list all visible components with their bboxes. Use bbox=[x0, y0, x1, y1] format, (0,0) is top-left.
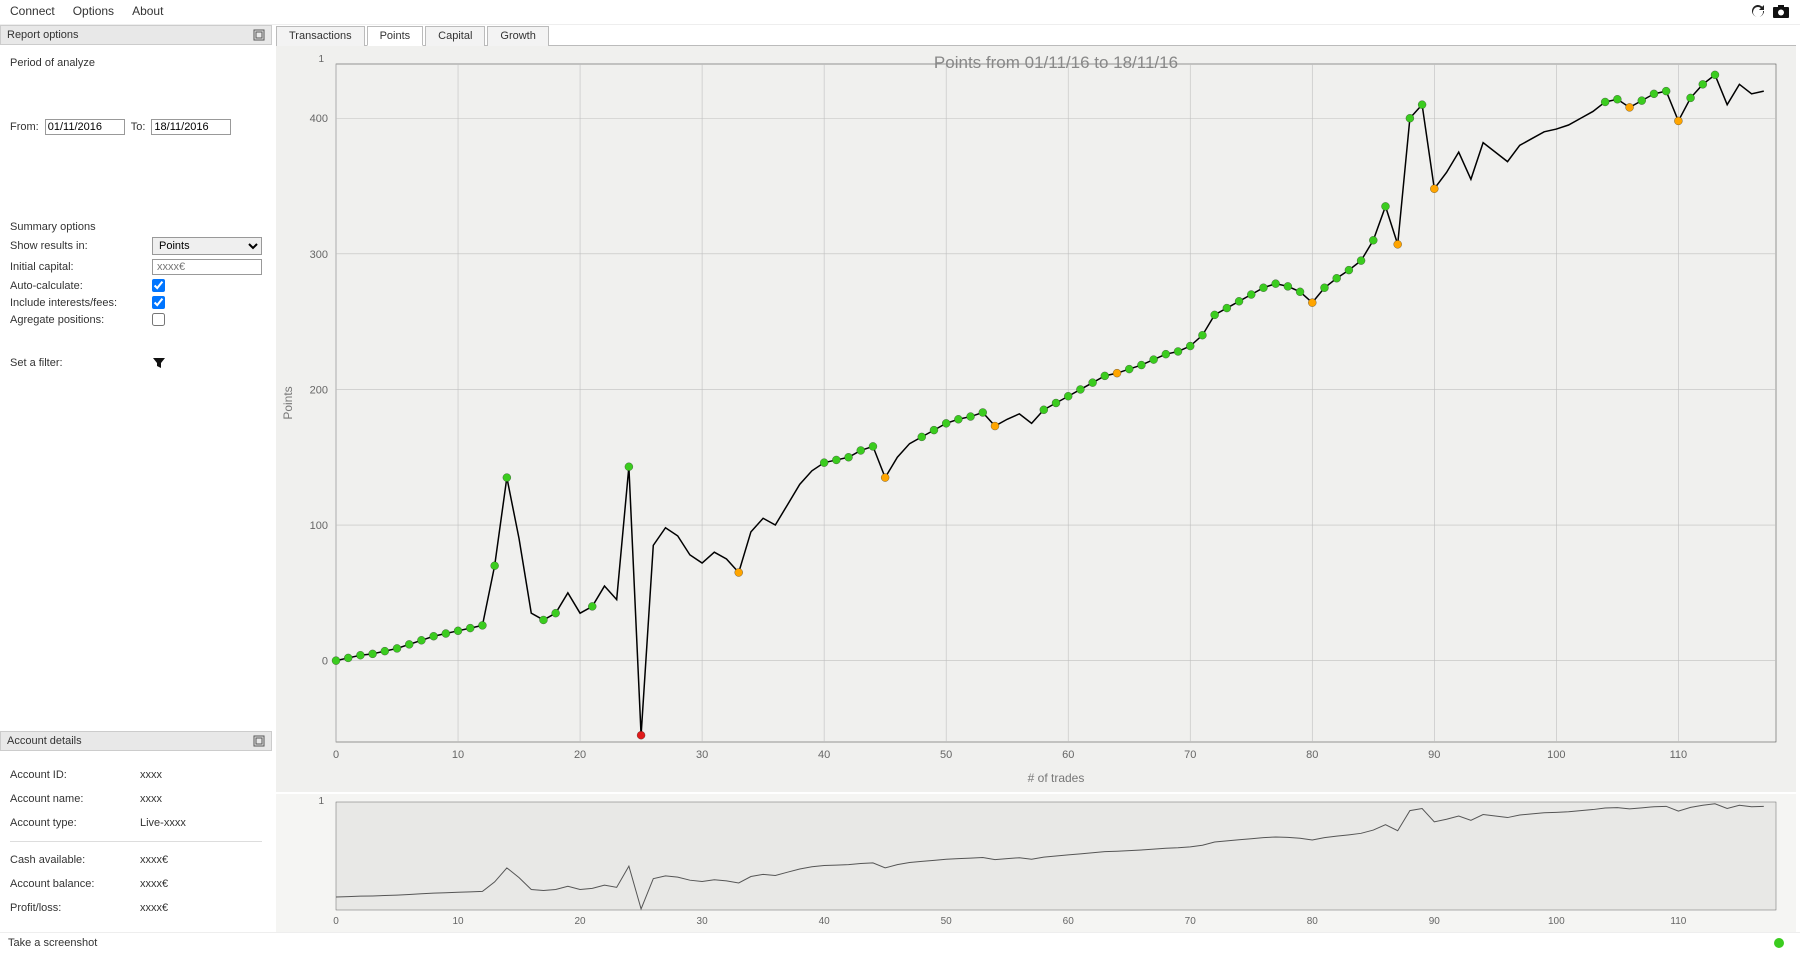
aggregate-label: Agregate positions: bbox=[10, 314, 104, 326]
svg-text:110: 110 bbox=[1670, 916, 1686, 927]
account-details-title: Account details bbox=[7, 735, 82, 747]
svg-text:110: 110 bbox=[1670, 749, 1688, 761]
tab-points[interactable]: Points bbox=[367, 26, 424, 46]
svg-text:80: 80 bbox=[1306, 749, 1318, 761]
status-dot-icon bbox=[1774, 938, 1784, 948]
pin-icon[interactable] bbox=[253, 29, 265, 41]
include-fees-label: Include interests/fees: bbox=[10, 297, 117, 309]
svg-text:20: 20 bbox=[574, 749, 586, 761]
cash-value: xxxx€ bbox=[140, 854, 168, 866]
svg-text:50: 50 bbox=[941, 916, 953, 927]
svg-text:40: 40 bbox=[819, 916, 831, 927]
to-date-input[interactable] bbox=[151, 119, 231, 135]
svg-text:Points from 01/11/16 to 18/11/: Points from 01/11/16 to 18/11/16 bbox=[934, 53, 1178, 72]
svg-text:30: 30 bbox=[696, 749, 708, 761]
status-text: Take a screenshot bbox=[8, 937, 97, 949]
svg-text:90: 90 bbox=[1428, 749, 1440, 761]
include-fees-checkbox[interactable] bbox=[152, 296, 165, 309]
svg-text:1: 1 bbox=[318, 54, 324, 65]
auto-calc-label: Auto-calculate: bbox=[10, 280, 83, 292]
pnl-value: xxxx€ bbox=[140, 902, 168, 914]
svg-text:10: 10 bbox=[452, 749, 464, 761]
menubar: Connect Options About bbox=[0, 0, 1800, 25]
report-options-title: Report options bbox=[7, 29, 79, 41]
account-type-value: Live-xxxx bbox=[140, 817, 186, 829]
pin-icon[interactable] bbox=[253, 735, 265, 747]
account-details-header: Account details bbox=[0, 731, 272, 751]
svg-text:100: 100 bbox=[310, 520, 328, 532]
tabs: Transactions Points Capital Growth bbox=[276, 25, 1796, 46]
camera-icon[interactable] bbox=[1772, 4, 1790, 20]
svg-text:1: 1 bbox=[318, 796, 324, 807]
from-date-input[interactable] bbox=[45, 119, 125, 135]
account-id-value: xxxx bbox=[140, 769, 162, 781]
account-name-label: Account name: bbox=[10, 793, 140, 805]
svg-text:40: 40 bbox=[818, 749, 830, 761]
main-area: Transactions Points Capital Growth 01020… bbox=[272, 25, 1800, 932]
svg-text:10: 10 bbox=[452, 916, 464, 927]
mini-chart: 0 10 20 30 40 50 60 70 80 90 100 110 1 bbox=[276, 792, 1796, 932]
svg-text:70: 70 bbox=[1185, 916, 1197, 927]
menu-about[interactable]: About bbox=[132, 4, 163, 20]
initial-capital-input[interactable] bbox=[152, 259, 262, 275]
svg-text:0: 0 bbox=[333, 749, 339, 761]
aggregate-checkbox[interactable] bbox=[152, 313, 165, 326]
svg-text:200: 200 bbox=[310, 384, 328, 396]
svg-text:400: 400 bbox=[310, 113, 328, 125]
svg-text:0: 0 bbox=[322, 656, 328, 668]
initial-capital-label: Initial capital: bbox=[10, 261, 74, 273]
to-label: To: bbox=[131, 121, 146, 133]
auto-calc-checkbox[interactable] bbox=[152, 279, 165, 292]
balance-value: xxxx€ bbox=[140, 878, 168, 890]
svg-text:300: 300 bbox=[310, 249, 328, 261]
svg-text:90: 90 bbox=[1429, 916, 1441, 927]
period-label: Period of analyze bbox=[10, 57, 262, 69]
account-id-label: Account ID: bbox=[10, 769, 140, 781]
svg-text:20: 20 bbox=[575, 916, 587, 927]
report-options-header: Report options bbox=[0, 25, 272, 45]
tab-growth[interactable]: Growth bbox=[487, 26, 548, 46]
balance-label: Account balance: bbox=[10, 878, 140, 890]
tab-capital[interactable]: Capital bbox=[425, 26, 485, 46]
from-label: From: bbox=[10, 121, 39, 133]
tab-transactions[interactable]: Transactions bbox=[276, 26, 365, 46]
svg-text:Points: Points bbox=[281, 386, 295, 419]
main-chart: 0 10 20 30 40 50 60 70 80 90 100 110 0 100 200 300 400 Po… bbox=[276, 46, 1796, 792]
account-type-label: Account type: bbox=[10, 817, 140, 829]
svg-text:30: 30 bbox=[697, 916, 709, 927]
account-name-value: xxxx bbox=[140, 793, 162, 805]
filter-icon[interactable] bbox=[152, 356, 166, 370]
svg-text:80: 80 bbox=[1307, 916, 1319, 927]
menu-options[interactable]: Options bbox=[73, 4, 114, 20]
refresh-icon[interactable] bbox=[1750, 4, 1766, 20]
summary-label: Summary options bbox=[10, 221, 262, 233]
svg-text:0: 0 bbox=[333, 916, 339, 927]
filter-label: Set a filter: bbox=[10, 357, 63, 369]
sidebar: Report options Period of analyze From: T… bbox=[0, 25, 272, 932]
svg-text:60: 60 bbox=[1062, 749, 1074, 761]
pnl-label: Profit/loss: bbox=[10, 902, 140, 914]
svg-text:# of trades: # of trades bbox=[1028, 771, 1085, 785]
status-bar: Take a screenshot bbox=[0, 932, 1800, 953]
svg-text:100: 100 bbox=[1547, 749, 1565, 761]
svg-text:100: 100 bbox=[1548, 916, 1565, 927]
svg-text:50: 50 bbox=[940, 749, 952, 761]
show-results-select[interactable]: Points bbox=[152, 237, 262, 255]
svg-text:60: 60 bbox=[1063, 916, 1075, 927]
show-results-label: Show results in: bbox=[10, 240, 88, 252]
cash-label: Cash available: bbox=[10, 854, 140, 866]
menu-connect[interactable]: Connect bbox=[10, 4, 55, 20]
svg-text:70: 70 bbox=[1184, 749, 1196, 761]
